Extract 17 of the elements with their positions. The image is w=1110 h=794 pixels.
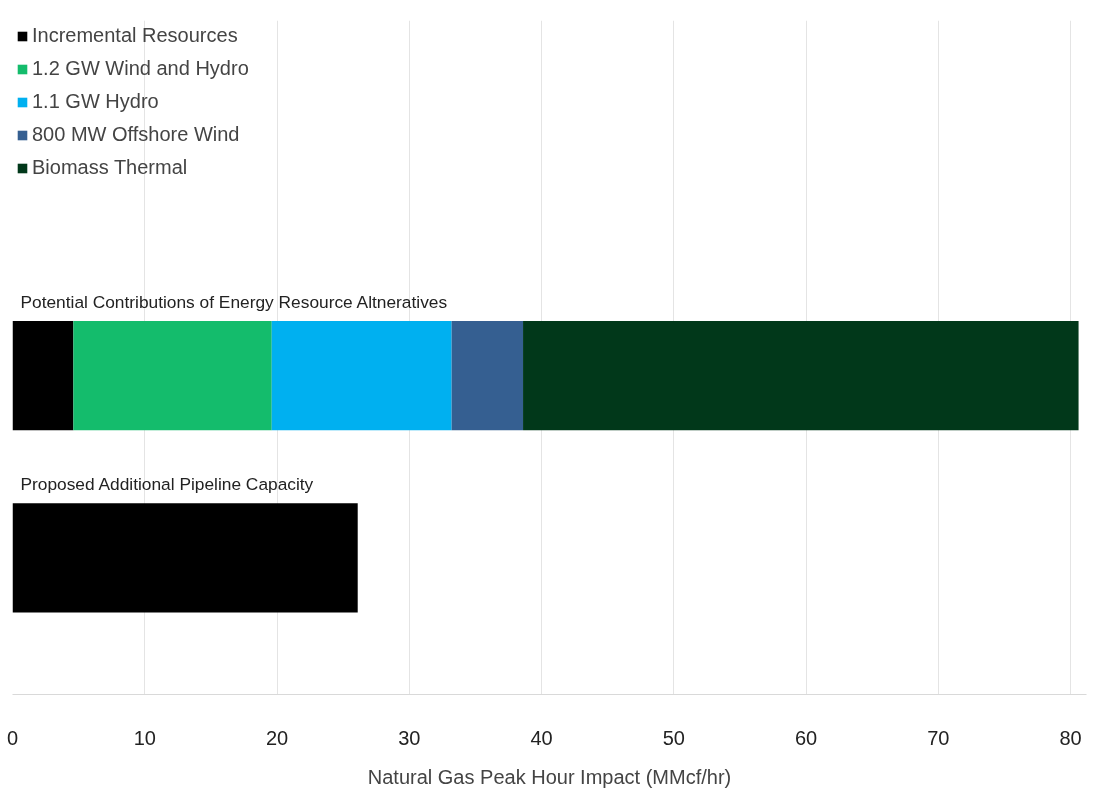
legend-label: Biomass Thermal bbox=[32, 156, 188, 179]
x-tick-label: 0 bbox=[6, 726, 19, 749]
legend-label: 1.2 GW Wind and Hydro bbox=[32, 57, 249, 80]
x-tick-label: 70 bbox=[927, 726, 950, 749]
legend-label: 800 MW Offshore Wind bbox=[32, 123, 240, 146]
legend-label: 1.1 GW Hydro bbox=[32, 90, 159, 113]
x-tick-label: 60 bbox=[794, 726, 818, 749]
x-tick-label: 20 bbox=[265, 726, 289, 749]
x-axis-title: Natural Gas Peak Hour Impact (MMcf/hr) bbox=[367, 765, 732, 788]
y-tick-label: Potential Contributions of Energy Resource Altneratives bbox=[20, 291, 448, 312]
x-tick-label: 40 bbox=[530, 726, 553, 749]
y-tick-label: Proposed Additional Pipeline Capacity bbox=[20, 474, 314, 495]
x-tick-label: 10 bbox=[133, 726, 156, 749]
x-tick-label: 80 bbox=[1059, 726, 1082, 749]
x-tick-label: 30 bbox=[398, 726, 421, 749]
x-tick-label: 50 bbox=[662, 726, 685, 749]
legend-label: Incremental Resources bbox=[32, 24, 238, 47]
